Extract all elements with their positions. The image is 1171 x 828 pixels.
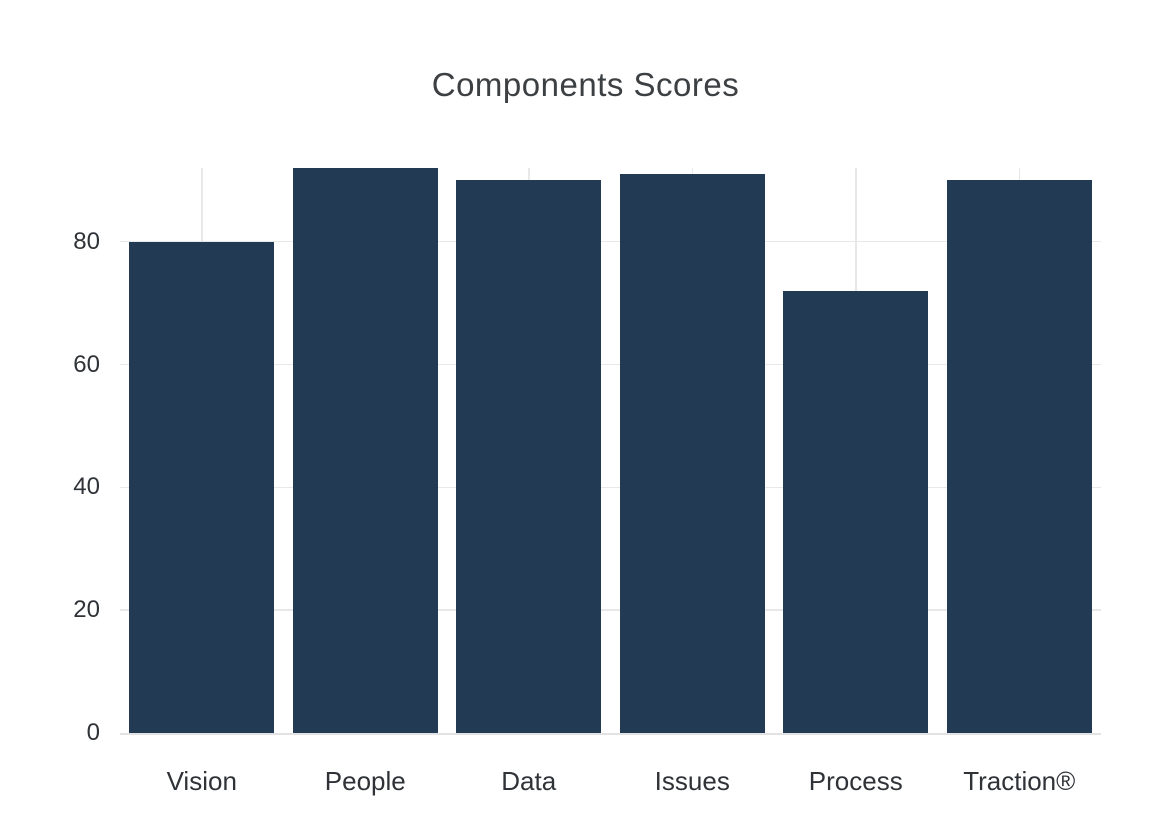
y-tick-label-20: 20 [73, 596, 100, 624]
y-tick-label-40: 40 [73, 473, 100, 501]
chart-title: Components Scores [431, 66, 740, 103]
y-tick-label-0: 0 [86, 719, 100, 746]
bar-process[interactable] [783, 290, 929, 733]
x-tick-label-vision: Vision [166, 766, 237, 796]
bar-traction[interactable] [946, 180, 1092, 733]
bar-data[interactable] [456, 180, 602, 733]
x-tick-label-traction: Traction® [963, 766, 1076, 796]
bar-people[interactable] [292, 168, 438, 733]
bar-vision[interactable] [129, 241, 275, 733]
gridline-y-40 [120, 486, 1101, 489]
bar-issues[interactable] [619, 174, 765, 733]
x-tick-label-issues: Issues [654, 766, 730, 796]
gridline-y-60 [120, 363, 1101, 366]
gridline-y-80 [120, 240, 1101, 243]
plot-area [120, 168, 1101, 735]
gridline-y-20 [120, 609, 1101, 611]
y-tick-label-60: 60 [73, 350, 100, 378]
x-tick-label-people: People [324, 766, 406, 796]
x-tick-label-process: Process [808, 766, 903, 796]
x-tick-label-data: Data [501, 766, 557, 796]
y-tick-label-80: 80 [73, 227, 100, 255]
